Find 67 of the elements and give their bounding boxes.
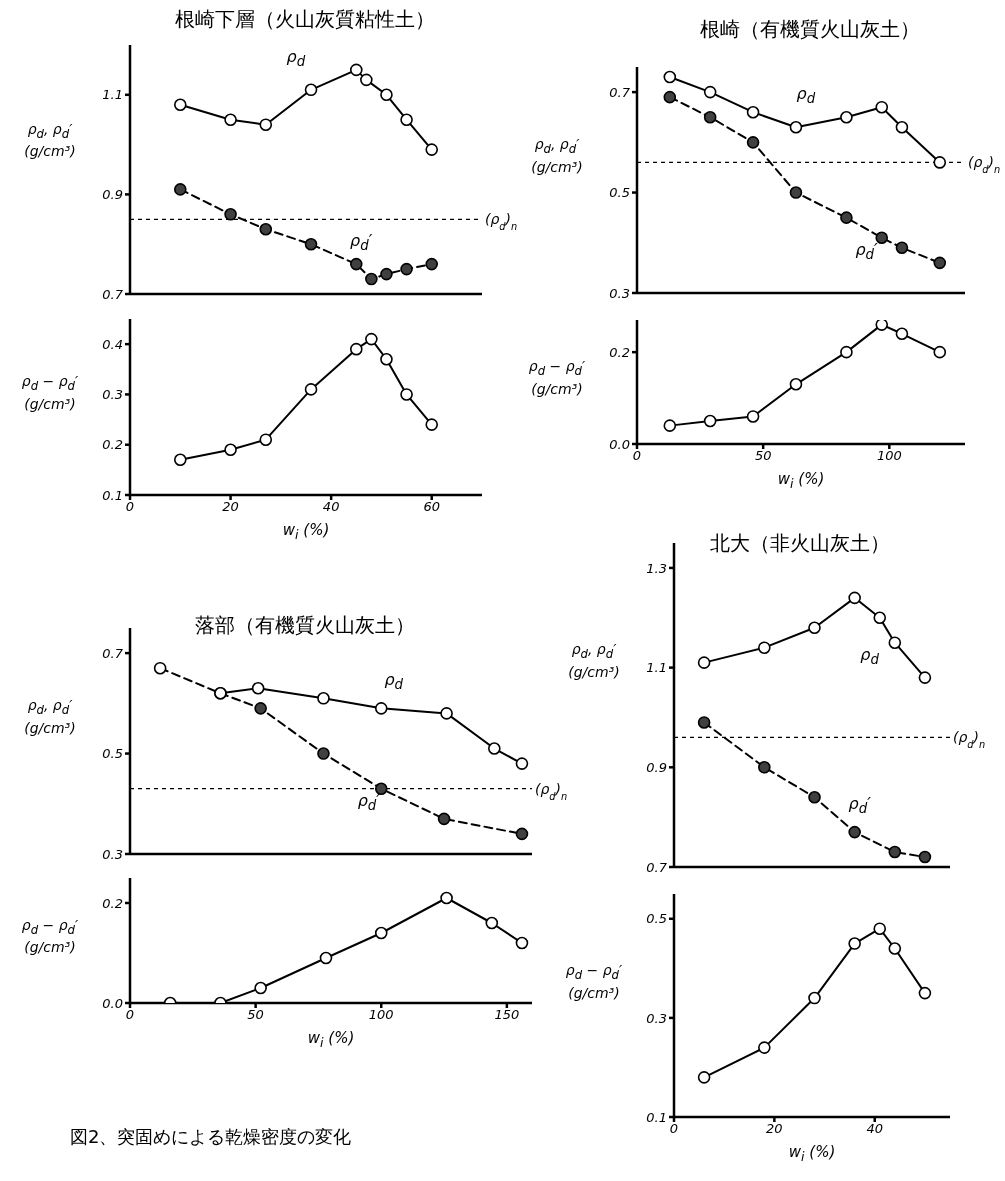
y-tick-label: 0.7 bbox=[102, 286, 124, 302]
series-label: ρ$_{d}$′ bbox=[356, 790, 381, 813]
caption: 図2、突固めによる乾燥密度の変化 bbox=[70, 1125, 352, 1149]
y-tick-label: 0.3 bbox=[646, 1010, 667, 1026]
y-tick-label: 0.5 bbox=[102, 746, 123, 762]
x-tick-label: 0 bbox=[125, 499, 135, 515]
y-tick-label: 0.5 bbox=[609, 185, 630, 201]
x-tick-label: 150 bbox=[494, 1007, 520, 1023]
x-tick-label: 0 bbox=[125, 1007, 135, 1023]
y-tick-label: 0.7 bbox=[646, 859, 668, 875]
x-tick-label: 0 bbox=[632, 448, 642, 464]
ref-line-label: (ρ$_{d}$)$_{n}$ bbox=[953, 729, 986, 750]
x-tick-label: 50 bbox=[754, 448, 772, 464]
y-tick-label: 1.1 bbox=[646, 660, 667, 676]
x-axis-title: w$_{i}$ (%) bbox=[776, 470, 826, 491]
chart-title: 落部（有機質火山灰土） bbox=[194, 612, 416, 639]
x-tick-label: 0 bbox=[669, 1121, 679, 1137]
x-tick-label: 100 bbox=[876, 448, 902, 464]
x-tick-label: 40 bbox=[866, 1121, 883, 1137]
series-label: ρ$_{d}$ bbox=[859, 644, 880, 667]
x-tick-label: 60 bbox=[423, 499, 440, 515]
y-tick-label: 0.2 bbox=[609, 344, 630, 360]
y-axis-title: ρ$_{d}$, ρ$_{d}$′ (g/cm³) bbox=[530, 134, 584, 176]
y-tick-label: 0.3 bbox=[102, 387, 123, 403]
y-axis-title: ρ$_{d}$ − ρ$_{d}$′ (g/cm³) bbox=[527, 357, 587, 398]
x-tick-label: 20 bbox=[222, 499, 239, 515]
series-label: ρ$_{d}$ bbox=[285, 46, 307, 70]
y-tick-label: 0.1 bbox=[102, 487, 123, 503]
y-axis-title: ρ$_{d}$, ρ$_{d}$′ (g/cm³) bbox=[567, 640, 621, 681]
y-axis-title: ρ$_{d}$ − ρ$_{d}$′ (g/cm³) bbox=[20, 915, 80, 957]
y-tick-label: 0.3 bbox=[609, 285, 630, 301]
y-tick-label: 0.5 bbox=[646, 911, 667, 927]
y-tick-label: 0.0 bbox=[609, 436, 630, 452]
y-tick-label: 0.0 bbox=[102, 995, 123, 1011]
y-tick-label: 0.1 bbox=[646, 1109, 667, 1125]
chart-title: 根崎下層（火山灰質粘性土） bbox=[174, 6, 436, 33]
y-axis-title: ρ$_{d}$, ρ$_{d}$′ (g/cm³) bbox=[23, 119, 77, 161]
series-label: ρ$_{d}$′ bbox=[854, 239, 879, 262]
y-axis-title: ρ$_{d}$, ρ$_{d}$′ (g/cm³) bbox=[23, 695, 77, 737]
series-label: ρ$_{d}$ bbox=[383, 670, 404, 693]
y-tick-label: 0.2 bbox=[102, 895, 123, 911]
y-axis-title: ρ$_{d}$ − ρ$_{d}$′ (g/cm³) bbox=[20, 371, 80, 413]
ref-line-label: (ρ$_{d}$)$_{n}$ bbox=[968, 154, 1001, 175]
x-tick-label: 20 bbox=[766, 1121, 783, 1137]
x-axis-title: w$_{i}$ (%) bbox=[787, 1143, 837, 1164]
y-tick-label: 0.4 bbox=[102, 336, 123, 352]
series-label: ρ$_{d}$′ bbox=[349, 231, 374, 254]
x-tick-label: 40 bbox=[322, 499, 340, 515]
ref-line-label: (ρ$_{d}$)$_{n}$ bbox=[535, 780, 568, 802]
x-axis-title: w$_{i}$ (%) bbox=[281, 521, 331, 542]
x-axis-title: w$_{i}$ (%) bbox=[306, 1029, 356, 1050]
y-tick-label: 0.7 bbox=[609, 84, 631, 100]
series-label: ρ$_{d}$ bbox=[795, 84, 817, 107]
y-tick-label: 0.7 bbox=[102, 645, 124, 661]
chart-title: 北大（非火山灰土） bbox=[709, 530, 891, 557]
y-tick-label: 1.3 bbox=[646, 560, 667, 576]
y-tick-label: 0.9 bbox=[646, 759, 667, 775]
chart-title: 根崎（有機質火山灰土） bbox=[699, 16, 921, 43]
ref-line-label: (ρ$_{d}$)$_{n}$ bbox=[485, 211, 518, 232]
x-tick-label: 100 bbox=[368, 1007, 394, 1023]
y-axis-title: ρ$_{d}$ − ρ$_{d}$′ (g/cm³) bbox=[564, 960, 624, 1002]
y-tick-label: 1.1 bbox=[102, 87, 123, 103]
x-tick-label: 50 bbox=[247, 1007, 264, 1023]
y-tick-label: 0.3 bbox=[102, 846, 123, 862]
series-label: ρ$_{d}$′ bbox=[847, 794, 872, 817]
y-tick-label: 0.9 bbox=[102, 187, 123, 203]
y-tick-label: 0.2 bbox=[102, 437, 123, 453]
